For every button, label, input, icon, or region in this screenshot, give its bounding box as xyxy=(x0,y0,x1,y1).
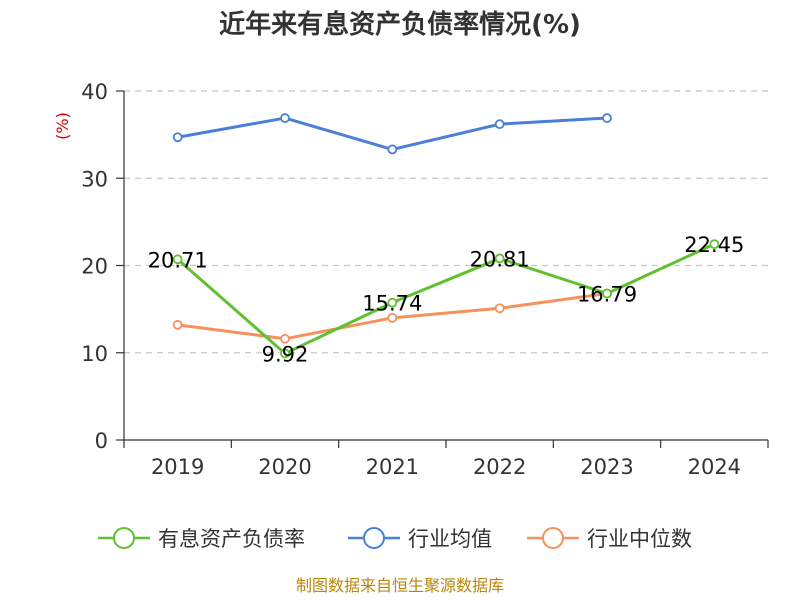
legend-marker xyxy=(542,527,564,549)
x-tick-label: 2021 xyxy=(366,455,419,479)
data-point xyxy=(494,253,505,264)
y-tick-label: 30 xyxy=(81,167,108,191)
data-point xyxy=(709,239,720,250)
legend-label: 行业均值 xyxy=(408,527,492,551)
series-layer xyxy=(172,113,720,359)
legend: 有息资产负债率 行业均值 行业中位数 xyxy=(98,527,692,551)
data-point xyxy=(602,288,612,299)
data-label: 20.71 xyxy=(148,248,208,272)
data-label: 20.81 xyxy=(470,247,530,271)
data-point xyxy=(280,333,290,344)
data-point xyxy=(602,113,612,123)
data-label: 9.92 xyxy=(262,342,309,366)
x-tick-label: 2022 xyxy=(473,455,526,479)
legend-marker xyxy=(363,527,385,549)
x-tick-label: 2020 xyxy=(258,455,311,479)
series-line xyxy=(176,242,715,355)
legend-label: 行业中位数 xyxy=(587,527,692,551)
data-label: 15.74 xyxy=(362,292,422,316)
data-point xyxy=(387,297,398,308)
y-tick-label: 40 xyxy=(81,80,108,104)
legend-item: 行业均值 xyxy=(348,527,492,551)
data-point xyxy=(172,254,183,265)
legend-item: 有息资产负债率 xyxy=(98,527,305,551)
data-label: 22.45 xyxy=(684,233,744,257)
data-point xyxy=(387,312,398,323)
x-tick-label: 2019 xyxy=(151,455,204,479)
data-label: 16.79 xyxy=(577,283,637,307)
axes: 0 10 20 30 40 2019 2020 2021 2022 2023 2024 xyxy=(81,80,769,479)
source-note: 制图数据来自恒生聚源数据库 xyxy=(296,576,504,595)
grid-lines xyxy=(124,90,768,354)
data-point xyxy=(172,319,183,330)
legend-marker xyxy=(113,527,135,549)
legend-label: 有息资产负债率 xyxy=(158,527,305,551)
y-tick-label: 0 xyxy=(95,429,108,453)
data-point xyxy=(280,113,290,123)
data-point xyxy=(494,119,505,130)
data-labels: 20.71 9.92 15.74 20.81 16.79 22.45 xyxy=(148,233,745,366)
y-tick-label: 10 xyxy=(81,342,108,366)
x-tick-label: 2023 xyxy=(580,455,633,479)
x-tick-label: 2024 xyxy=(688,455,741,479)
y-tick-label: 20 xyxy=(81,255,108,279)
legend-item: 行业中位数 xyxy=(527,527,692,551)
data-point xyxy=(494,303,505,314)
chart-title: 近年来有息资产负债率情况(%) xyxy=(219,9,581,40)
data-point xyxy=(280,348,290,359)
data-point xyxy=(172,132,183,143)
y-axis-unit-label: (%) xyxy=(53,112,72,140)
data-point xyxy=(387,144,398,155)
